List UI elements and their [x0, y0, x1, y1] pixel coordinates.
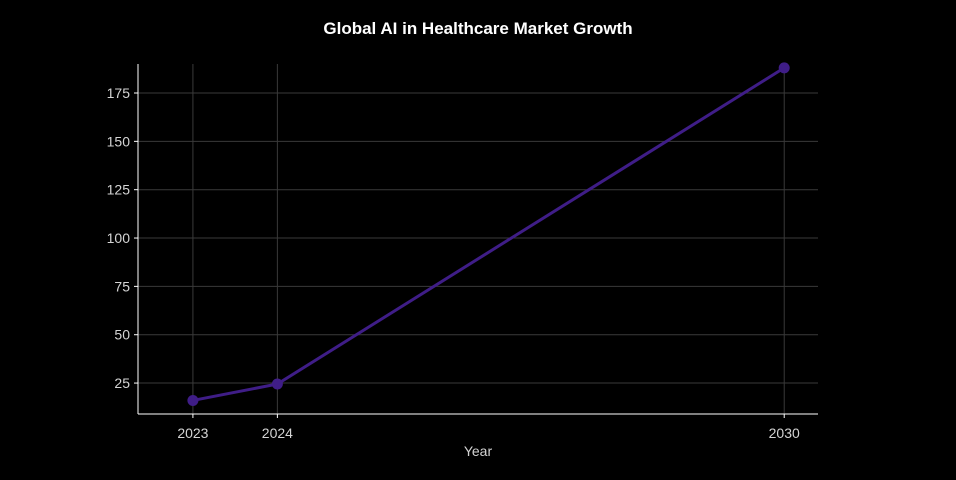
y-tick-label: 100	[107, 230, 131, 246]
x-tick-labels: 2023 2024 2030	[177, 425, 800, 441]
y-tick-label: 50	[114, 327, 130, 343]
y-tick-label: 75	[114, 278, 130, 294]
chart-title: Global AI in Healthcare Market Growth	[323, 19, 632, 38]
y-tick-label: 150	[107, 133, 131, 149]
series	[187, 62, 790, 406]
x-axis-label: Year	[464, 443, 493, 459]
y-tick-label: 25	[114, 375, 130, 391]
gridlines	[134, 64, 818, 418]
series-line	[192, 66, 786, 402]
data-point	[778, 62, 790, 74]
data-point	[187, 394, 199, 406]
axes	[137, 64, 818, 415]
x-tick-label: 2023	[177, 425, 208, 441]
x-tick-label: 2030	[769, 425, 800, 441]
x-tick-label: 2024	[262, 425, 293, 441]
y-tick-labels: 25 50 75 100 125 150 175	[107, 85, 131, 391]
y-tick-label: 125	[107, 182, 131, 198]
data-point	[271, 378, 283, 390]
y-tick-label: 175	[107, 85, 131, 101]
